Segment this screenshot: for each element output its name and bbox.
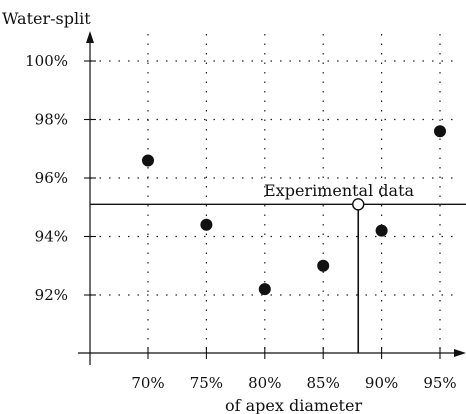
y-tick-label-92: 92% — [35, 286, 68, 304]
annotation: Experimental data — [90, 181, 466, 353]
y-tick-label-96: 96% — [35, 169, 68, 187]
data-point-95 — [434, 125, 446, 138]
data-point-90 — [375, 224, 388, 237]
axis-titles: Water-split of apex diameter — [2, 9, 362, 414]
x-axis-title: of apex diameter — [225, 396, 362, 414]
annotation-label: Experimental data — [264, 181, 415, 200]
grid — [90, 34, 455, 353]
data-point-75 — [200, 218, 213, 231]
x-tick-label-85: 85% — [307, 374, 340, 392]
data-points — [142, 125, 446, 296]
y-axis-title: Water-split — [2, 9, 91, 28]
y-tick-label-100: 100% — [25, 52, 68, 70]
data-point-85 — [317, 259, 330, 272]
data-point-80 — [258, 283, 271, 296]
y-axis-arrowhead — [86, 31, 94, 43]
x-axis-arrowhead — [454, 349, 466, 357]
annotation-marker — [352, 198, 365, 211]
x-tick-label-70: 70% — [131, 374, 164, 392]
x-tick-label-95: 95% — [423, 374, 456, 392]
axes — [78, 31, 466, 365]
y-tick-label-98: 98% — [35, 111, 68, 129]
x-tick-label-90: 90% — [365, 374, 398, 392]
tick-labels: 70% 75% 80% 85% 90% 95% 92% 94% 96% 98% 100% — [25, 52, 457, 392]
x-tick-label-80: 80% — [248, 374, 281, 392]
ticks — [84, 60, 441, 359]
y-tick-label-94: 94% — [35, 228, 68, 246]
x-tick-label-75: 75% — [190, 374, 223, 392]
data-point-70 — [142, 154, 154, 167]
